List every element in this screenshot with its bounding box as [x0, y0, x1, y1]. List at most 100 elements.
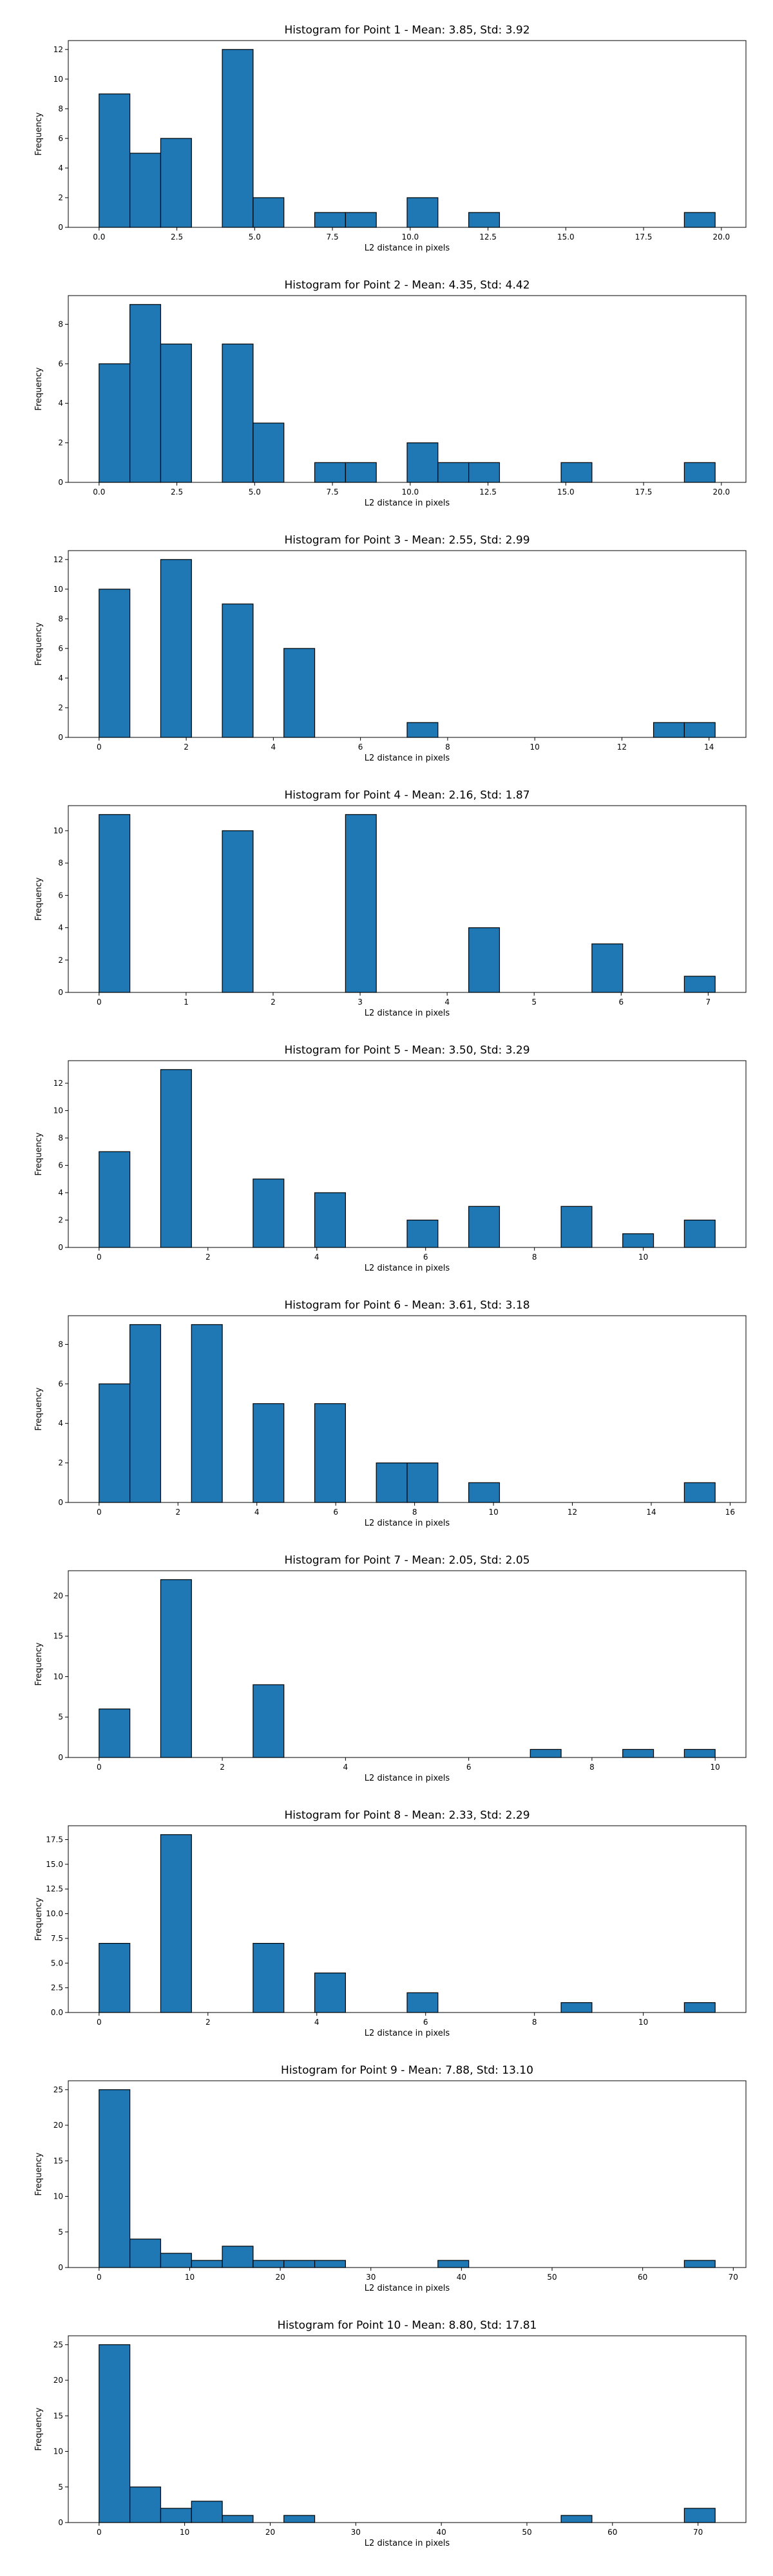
x-tick-label: 5	[531, 998, 537, 1007]
x-tick-label: 50	[547, 2273, 557, 2282]
y-tick-label: 12.5	[46, 1884, 63, 1893]
y-tick-label: 6	[58, 891, 63, 900]
histogram-panel-4: Histogram for Point 4 - Mean: 2.16, Std:…	[0, 765, 773, 1020]
histogram-bar	[160, 1834, 192, 2013]
x-tick-label: 4	[271, 743, 276, 752]
x-tick-label: 15.0	[557, 488, 575, 497]
x-tick-label: 15.0	[557, 232, 575, 242]
y-tick-label: 4	[58, 1419, 63, 1428]
histogram-bar	[129, 2486, 162, 2523]
x-tick-label: 10	[185, 2273, 195, 2282]
histogram-bar	[222, 830, 254, 993]
chart-title: Histogram for Point 6 - Mean: 3.61, Std:…	[284, 1299, 530, 1312]
x-axis-label: L2 distance in pixels	[365, 1264, 450, 1273]
x-axis-label: L2 distance in pixels	[365, 1519, 450, 1528]
histogram-bar	[283, 2515, 316, 2523]
chart-title: Histogram for Point 7 - Mean: 2.05, Std:…	[284, 1554, 530, 1567]
histogram-panel-8: Histogram for Point 8 - Mean: 2.33, Std:…	[0, 1785, 773, 2040]
x-tick-label: 0	[97, 2528, 102, 2537]
x-tick-label: 17.5	[635, 488, 653, 497]
x-tick-label: 40	[436, 2528, 446, 2537]
x-tick-label: 2.5	[171, 232, 183, 242]
histogram-bar	[253, 422, 285, 483]
histogram-bar	[160, 1579, 192, 1758]
histogram-bar	[191, 2501, 223, 2523]
x-tick-label: 12	[617, 743, 627, 752]
y-axis-label: Frequency	[34, 877, 44, 920]
histogram-bar	[222, 2515, 254, 2523]
x-tick-label: 12.5	[479, 232, 497, 242]
y-tick-label: 0	[58, 988, 63, 997]
histogram-bar	[345, 212, 377, 228]
x-axis-label: L2 distance in pixels	[365, 1009, 450, 1018]
y-tick-label: 8	[58, 858, 63, 867]
y-tick-label: 10	[53, 585, 63, 594]
histogram-bar	[468, 212, 501, 228]
chart-title: Histogram for Point 1 - Mean: 3.85, Std:…	[284, 24, 530, 37]
y-tick-label: 0	[58, 223, 63, 232]
y-tick-label: 10	[53, 75, 63, 84]
x-tick-label: 10	[638, 1253, 648, 1262]
y-tick-label: 5	[58, 1712, 63, 1721]
x-tick-label: 7.5	[327, 232, 339, 242]
x-tick-label: 12	[568, 1508, 577, 1517]
x-tick-label: 0	[97, 1763, 102, 1772]
histogram-bar	[560, 2002, 593, 2013]
histogram-bar	[406, 722, 439, 738]
y-tick-label: 17.5	[46, 1835, 63, 1844]
histogram-bar	[653, 722, 685, 738]
x-tick-label: 4	[254, 1508, 260, 1517]
plot-frame	[68, 2080, 747, 2268]
histogram-bar	[253, 1403, 285, 1503]
histogram-bar	[283, 648, 316, 738]
histogram-bar	[99, 1709, 131, 1758]
x-axis-label: L2 distance in pixels	[365, 753, 450, 763]
histogram-bar	[160, 343, 192, 483]
histogram-bar	[222, 343, 254, 483]
plot-frame	[68, 550, 747, 738]
plot-frame	[68, 40, 747, 228]
y-tick-label: 10	[53, 1672, 63, 1681]
y-tick-label: 2	[58, 193, 63, 202]
x-tick-label: 7.5	[327, 488, 339, 497]
x-axis-label: L2 distance in pixels	[365, 1774, 450, 1783]
x-tick-label: 20	[275, 2273, 285, 2282]
histogram-bar	[406, 1219, 439, 1248]
y-tick-label: 15	[53, 1632, 63, 1641]
histogram-bar	[345, 462, 377, 483]
histogram-svg: Histogram for Point 3 - Mean: 2.55, Std:…	[34, 534, 747, 763]
x-tick-label: 6	[333, 1508, 338, 1517]
x-tick-label: 4	[343, 1763, 348, 1772]
histogram-bar	[591, 943, 624, 993]
y-tick-label: 2	[58, 956, 63, 965]
x-tick-label: 10	[180, 2528, 189, 2537]
chart-title: Histogram for Point 4 - Mean: 2.16, Std:…	[284, 789, 530, 802]
plot-frame	[68, 1570, 747, 1758]
x-tick-label: 12.5	[479, 488, 497, 497]
histogram-bar	[406, 1992, 439, 2013]
histogram-svg: Histogram for Point 7 - Mean: 2.05, Std:…	[34, 1554, 747, 1783]
y-tick-label: 4	[58, 923, 63, 933]
histogram-bar	[683, 2260, 716, 2268]
y-tick-label: 2.5	[51, 1984, 63, 1993]
histogram-panel-5: Histogram for Point 5 - Mean: 3.50, Std:…	[0, 1020, 773, 1275]
y-tick-label: 10	[53, 2447, 63, 2456]
histogram-bar	[99, 1942, 131, 2013]
y-tick-label: 15.0	[46, 1860, 63, 1869]
histogram-bar	[683, 1219, 716, 1248]
x-tick-label: 5.0	[249, 232, 261, 242]
histogram-svg: Histogram for Point 1 - Mean: 3.85, Std:…	[34, 24, 747, 253]
y-axis-label: Frequency	[34, 2152, 44, 2195]
y-tick-label: 5	[58, 2228, 63, 2237]
histogram-bar	[560, 2515, 593, 2523]
y-tick-label: 4	[58, 399, 63, 408]
histogram-bar	[437, 462, 470, 483]
x-tick-label: 8	[589, 1763, 595, 1772]
x-axis-label: L2 distance in pixels	[365, 2284, 450, 2293]
x-axis-label: L2 distance in pixels	[365, 2029, 450, 2038]
y-tick-label: 0	[58, 733, 63, 742]
histogram-bar	[683, 976, 716, 993]
histogram-bar	[160, 2508, 192, 2523]
x-tick-label: 20.0	[712, 232, 730, 242]
x-tick-label: 6	[358, 743, 363, 752]
